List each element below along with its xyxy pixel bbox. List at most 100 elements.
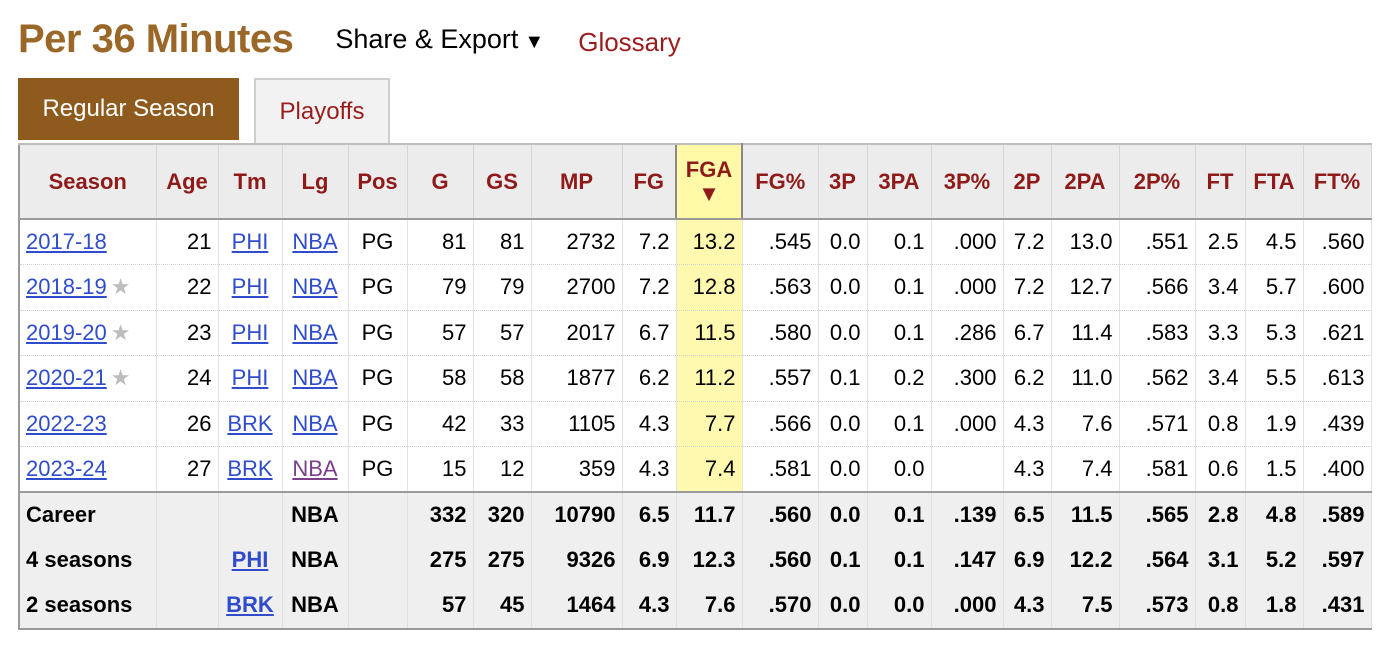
cell-fg-pct: .560 — [742, 537, 819, 583]
team-link[interactable]: BRK — [227, 410, 273, 436]
cell-3pa: 0.1 — [867, 264, 932, 311]
cell-2p: 6.7 — [1003, 310, 1052, 356]
col-header-fta[interactable]: FTA — [1245, 143, 1304, 220]
team-link[interactable]: PHI — [231, 365, 269, 391]
col-header-ft[interactable]: FT — [1195, 143, 1246, 220]
cell-ft: 2.5 — [1195, 219, 1246, 265]
col-header-team[interactable]: Tm — [218, 143, 283, 220]
cell-games-started: 320 — [473, 491, 532, 538]
season-link[interactable]: 2017-18 — [26, 229, 107, 254]
cell-2p: 4.3 — [1003, 446, 1052, 493]
cell-2p: 4.3 — [1003, 401, 1052, 447]
cell-2pa: 13.0 — [1051, 219, 1120, 265]
col-header-2pa[interactable]: 2PA — [1051, 143, 1120, 220]
cell-ft: 3.3 — [1195, 310, 1246, 356]
summary-row: 2 seasons BRK NBA 57 45 1464 4.3 7.6.570 0.0 0.0.… — [18, 583, 1372, 630]
col-header-games[interactable]: G — [407, 143, 474, 220]
summary-row: Career NBA 332 320 10790 6.5 11.7.560 0.0 0.1.13… — [18, 491, 1372, 538]
cell-games-started: 79 — [473, 264, 532, 311]
cell-fga: 11.2 — [676, 355, 743, 402]
cell-league: NBA — [282, 537, 349, 583]
cell-league: NBA — [282, 401, 349, 447]
col-header-3p[interactable]: 3P — [818, 143, 868, 220]
cell-2p-pct: .565 — [1119, 491, 1196, 538]
cell-fg: 6.9 — [622, 537, 677, 583]
team-link[interactable]: PHI — [231, 319, 269, 345]
col-header-games-started[interactable]: GS — [473, 143, 532, 220]
cell-games: 332 — [407, 491, 474, 538]
tab-regular-season[interactable]: Regular Season — [18, 78, 239, 140]
cell-age: 22 — [156, 264, 219, 311]
glossary-link[interactable]: Glossary — [578, 26, 681, 57]
team-link[interactable]: PHI — [231, 547, 269, 573]
cell-fg: 6.7 — [622, 310, 677, 356]
team-link[interactable]: PHI — [231, 274, 269, 300]
cell-fg-pct: .545 — [742, 219, 819, 265]
cell-season: 2 seasons — [18, 583, 157, 630]
season-link[interactable]: 2020-21 — [26, 365, 107, 391]
cell-fg-pct: .581 — [742, 446, 819, 493]
cell-2p-pct: .562 — [1119, 355, 1196, 402]
cell-2pa: 11.5 — [1051, 491, 1120, 538]
league-link[interactable]: NBA — [292, 274, 338, 300]
season-link[interactable]: 2018-19 — [26, 274, 107, 300]
col-header-2p[interactable]: 2P — [1003, 143, 1052, 220]
team-link[interactable]: PHI — [231, 229, 269, 254]
cell-minutes: 1105 — [531, 401, 623, 447]
cell-minutes: 1877 — [531, 355, 623, 402]
col-header-position[interactable]: Pos — [348, 143, 408, 220]
col-header-3p-pct[interactable]: 3P% — [931, 143, 1004, 220]
cell-2pa: 7.4 — [1051, 446, 1120, 493]
cell-position: PG — [348, 310, 408, 356]
col-header-fg[interactable]: FG — [622, 143, 677, 220]
table-row: 2019-20 ★ 23 PHI NBA PG 57 57 2017 6.7 11.5.580 0.0… — [18, 310, 1372, 356]
cell-fta: 1.5 — [1245, 446, 1304, 493]
cell-games: 58 — [407, 355, 474, 402]
col-header-minutes[interactable]: MP — [531, 143, 623, 220]
col-header-fga[interactable]: FGA ▼ — [675, 143, 743, 220]
cell-minutes: 9326 — [531, 537, 623, 583]
league-link[interactable]: NBA — [292, 229, 338, 254]
cell-age: 26 — [156, 401, 219, 447]
col-header-3pa[interactable]: 3PA — [867, 143, 932, 220]
season-link[interactable]: 2019-20 — [26, 319, 107, 345]
cell-team: BRK — [218, 446, 283, 493]
cell-2p: 7.2 — [1003, 264, 1052, 311]
col-header-age[interactable]: Age — [156, 143, 219, 220]
league-link[interactable]: NBA — [292, 319, 338, 345]
league-link[interactable]: NBA — [292, 456, 338, 481]
share-export-menu[interactable]: Share & Export ▼ — [335, 24, 544, 55]
cell-3p-pct: .000 — [931, 583, 1004, 630]
cell-fta: 1.8 — [1245, 583, 1304, 630]
col-header-season[interactable]: Season — [18, 143, 157, 220]
cell-2p-pct: .551 — [1119, 219, 1196, 265]
cell-fg-pct: .557 — [742, 355, 819, 402]
cell-fg: 4.3 — [622, 446, 677, 493]
season-link[interactable]: 2022-23 — [26, 410, 107, 436]
cell-games-started: 275 — [473, 537, 532, 583]
cell-ft: 2.8 — [1195, 491, 1246, 538]
cell-team: PHI — [218, 355, 283, 402]
col-header-fg-pct[interactable]: FG% — [742, 143, 819, 220]
cell-games: 275 — [407, 537, 474, 583]
table-row: 2020-21 ★ 24 PHI NBA PG 58 58 1877 6.2 11.2.557 0.1… — [18, 355, 1372, 402]
col-header-ft-pct[interactable]: FT% — [1303, 143, 1372, 220]
cell-position: PG — [348, 264, 408, 311]
col-header-league[interactable]: Lg — [282, 143, 349, 220]
team-link[interactable]: BRK — [227, 456, 273, 481]
cell-3pa: 0.1 — [867, 310, 932, 356]
cell-fga: 7.7 — [676, 401, 743, 447]
chevron-down-icon: ▼ — [524, 30, 545, 53]
league-link[interactable]: NBA — [292, 365, 338, 391]
cell-fta: 5.3 — [1245, 310, 1304, 356]
tab-playoffs[interactable]: Playoffs — [254, 78, 390, 144]
cell-3p-pct: .286 — [931, 310, 1004, 356]
cell-age: 24 — [156, 355, 219, 402]
team-link[interactable]: BRK — [226, 592, 274, 618]
league-link[interactable]: NBA — [292, 410, 338, 436]
cell-ft: 3.4 — [1195, 355, 1246, 402]
season-link[interactable]: 2023-24 — [26, 456, 107, 481]
cell-fg: 4.3 — [622, 401, 677, 447]
cell-ft-pct: .597 — [1303, 537, 1372, 583]
col-header-2p-pct[interactable]: 2P% — [1119, 143, 1196, 220]
